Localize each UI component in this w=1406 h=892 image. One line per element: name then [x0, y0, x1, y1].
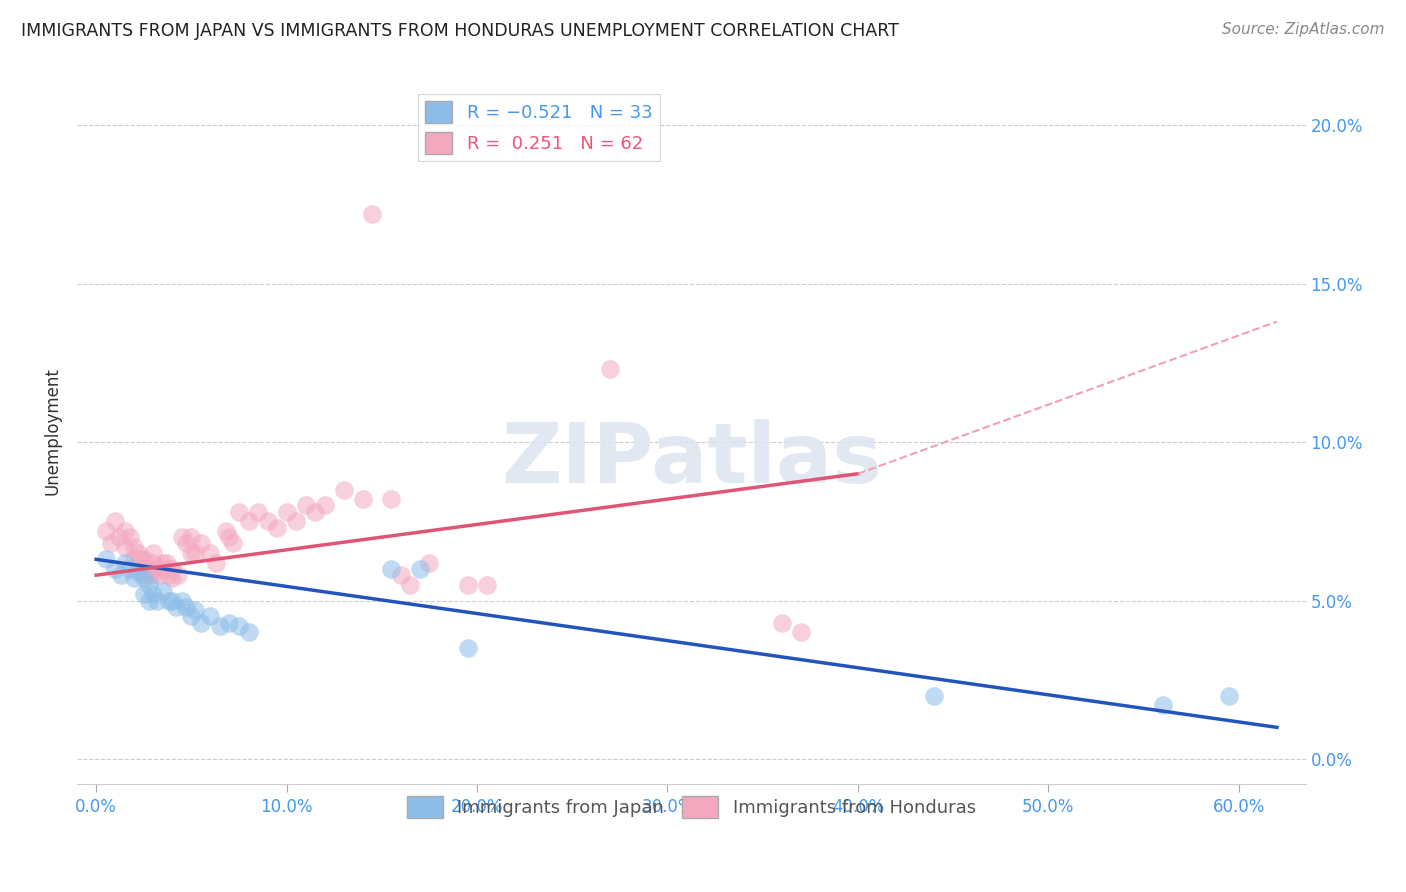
Point: [142, 556, 165, 570]
Point: [389, 568, 412, 582]
Point: [127, 565, 149, 579]
Legend: Immigrants from Japan, Immigrants from Honduras: Immigrants from Japan, Immigrants from H…: [399, 789, 983, 825]
Point: [132, 552, 155, 566]
Point: [120, 562, 142, 576]
Point: [104, 514, 127, 528]
Point: [157, 593, 180, 607]
Point: [770, 615, 793, 630]
Point: [94, 552, 117, 566]
Point: [122, 552, 145, 566]
Point: [418, 556, 440, 570]
Point: [457, 577, 479, 591]
Point: [266, 521, 288, 535]
Point: [332, 483, 354, 497]
Point: [380, 562, 402, 576]
Text: Source: ZipAtlas.com: Source: ZipAtlas.com: [1222, 22, 1385, 37]
Point: [152, 584, 174, 599]
Point: [361, 207, 384, 221]
Point: [399, 577, 422, 591]
Point: [142, 587, 165, 601]
Point: [110, 568, 132, 582]
Point: [129, 552, 152, 566]
Point: [200, 609, 222, 624]
Point: [314, 499, 336, 513]
Point: [165, 599, 187, 614]
Point: [599, 362, 621, 376]
Point: [142, 546, 165, 560]
Point: [214, 524, 236, 538]
Y-axis label: Unemployment: Unemployment: [44, 367, 60, 495]
Point: [114, 524, 136, 538]
Point: [114, 556, 136, 570]
Point: [104, 562, 127, 576]
Point: [100, 536, 122, 550]
Point: [152, 556, 174, 570]
Point: [218, 615, 240, 630]
Point: [132, 587, 155, 601]
Point: [180, 609, 202, 624]
Point: [152, 562, 174, 576]
Point: [122, 540, 145, 554]
Point: [170, 530, 193, 544]
Point: [238, 625, 260, 640]
Point: [162, 593, 184, 607]
Point: [409, 562, 432, 576]
Point: [475, 577, 498, 591]
Point: [157, 568, 180, 582]
Point: [162, 571, 184, 585]
Point: [294, 499, 316, 513]
Point: [304, 505, 326, 519]
Point: [380, 492, 402, 507]
Point: [228, 505, 250, 519]
Point: [114, 540, 136, 554]
Point: [922, 689, 945, 703]
Point: [222, 536, 245, 550]
Text: IMMIGRANTS FROM JAPAN VS IMMIGRANTS FROM HONDURAS UNEMPLOYMENT CORRELATION CHART: IMMIGRANTS FROM JAPAN VS IMMIGRANTS FROM…: [21, 22, 898, 40]
Point: [184, 546, 207, 560]
Point: [146, 593, 169, 607]
Point: [108, 530, 131, 544]
Point: [247, 505, 270, 519]
Point: [148, 568, 170, 582]
Point: [167, 568, 190, 582]
Point: [180, 530, 202, 544]
Point: [170, 593, 193, 607]
Point: [138, 577, 160, 591]
Point: [138, 568, 160, 582]
Point: [132, 568, 155, 582]
Point: [138, 562, 160, 576]
Point: [122, 571, 145, 585]
Point: [127, 546, 149, 560]
Text: ZIPatlas: ZIPatlas: [501, 418, 882, 500]
Point: [155, 556, 177, 570]
Point: [218, 530, 240, 544]
Point: [162, 562, 184, 576]
Point: [208, 619, 231, 633]
Point: [174, 536, 197, 550]
Point: [1152, 698, 1174, 713]
Point: [352, 492, 374, 507]
Point: [146, 562, 169, 576]
Point: [457, 641, 479, 656]
Point: [132, 562, 155, 576]
Point: [205, 556, 228, 570]
Point: [180, 546, 202, 560]
Point: [120, 530, 142, 544]
Point: [184, 603, 207, 617]
Point: [790, 625, 813, 640]
Point: [256, 514, 278, 528]
Point: [190, 615, 212, 630]
Point: [200, 546, 222, 560]
Point: [238, 514, 260, 528]
Point: [190, 536, 212, 550]
Point: [174, 599, 197, 614]
Point: [94, 524, 117, 538]
Point: [285, 514, 308, 528]
Point: [1218, 689, 1240, 703]
Point: [142, 568, 165, 582]
Point: [276, 505, 298, 519]
Point: [138, 593, 160, 607]
Point: [132, 571, 155, 585]
Point: [228, 619, 250, 633]
